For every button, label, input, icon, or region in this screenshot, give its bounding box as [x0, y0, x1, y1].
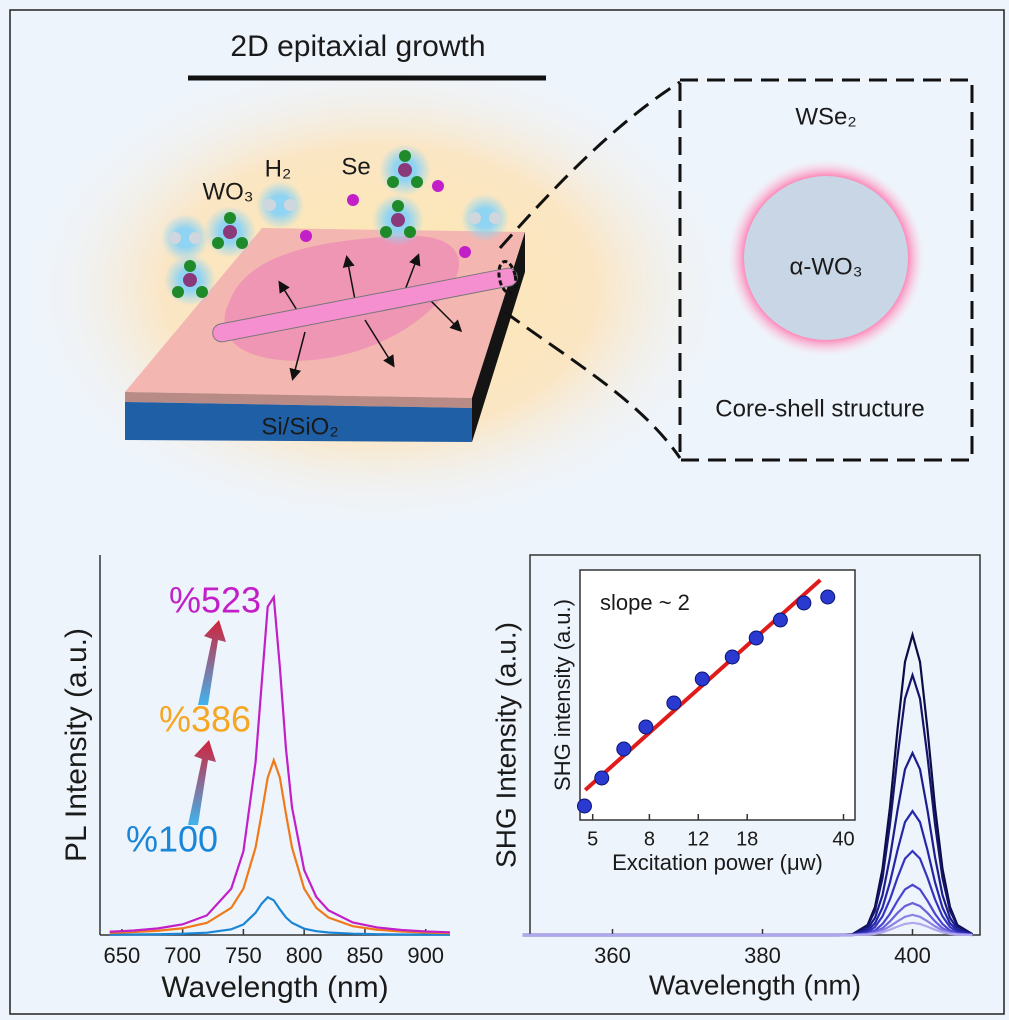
shell-label: WSe₂ [795, 103, 856, 130]
annotation: %523 [169, 580, 261, 621]
data-point [639, 720, 653, 734]
x-tick-label: 750 [225, 943, 262, 968]
substrate-label: Si/SiO₂ [261, 413, 338, 440]
data-point [821, 590, 835, 604]
page: {"diagram": {"title": "2D epitaxial grow… [0, 0, 1009, 1020]
core-label: α-WO₃ [790, 253, 863, 280]
se-label: Se [341, 153, 370, 180]
x-tick-label: 5 [587, 828, 598, 850]
x-tick-label: 18 [736, 828, 758, 850]
figure: 2D epitaxial growth WO₃ H₂ Se Si/ [0, 0, 1009, 1020]
x-tick-label: 360 [594, 943, 631, 968]
data-point [797, 596, 811, 610]
data-point [725, 650, 739, 664]
x-axis-label: Wavelength (nm) [161, 971, 388, 1004]
y-axis-label: SHG Intensity (a.u.) [490, 622, 521, 868]
x-axis-label: Wavelength (nm) [649, 969, 861, 1000]
x-axis-label: Excitation power (μw) [612, 850, 823, 875]
annotation: slope ~ 2 [600, 590, 690, 615]
x-tick-label: 380 [744, 943, 781, 968]
data-point [617, 742, 631, 756]
x-tick-label: 40 [832, 828, 854, 850]
data-point [773, 613, 787, 627]
data-point [695, 672, 709, 686]
x-tick-label: 850 [347, 943, 384, 968]
data-point [749, 631, 763, 645]
caption: Core-shell structure [715, 395, 924, 422]
annotation: %100 [126, 819, 218, 860]
y-axis-label: PL Intensity (a.u.) [60, 628, 93, 862]
h2-label: H₂ [265, 155, 292, 182]
wo3-label: WO₃ [202, 178, 253, 205]
diagram-title: 2D epitaxial growth [230, 30, 485, 63]
x-tick-label: 900 [407, 943, 444, 968]
data-point [667, 696, 681, 710]
x-tick-label: 650 [104, 943, 141, 968]
data-point [577, 799, 591, 813]
annotation: %386 [159, 699, 251, 740]
x-tick-label: 8 [644, 828, 655, 850]
x-tick-label: 700 [164, 943, 201, 968]
data-point [595, 771, 609, 785]
x-tick-label: 400 [894, 943, 931, 968]
x-tick-label: 12 [687, 828, 709, 850]
y-axis-label: SHG intensity (a.u.) [550, 599, 575, 791]
x-tick-label: 800 [286, 943, 323, 968]
